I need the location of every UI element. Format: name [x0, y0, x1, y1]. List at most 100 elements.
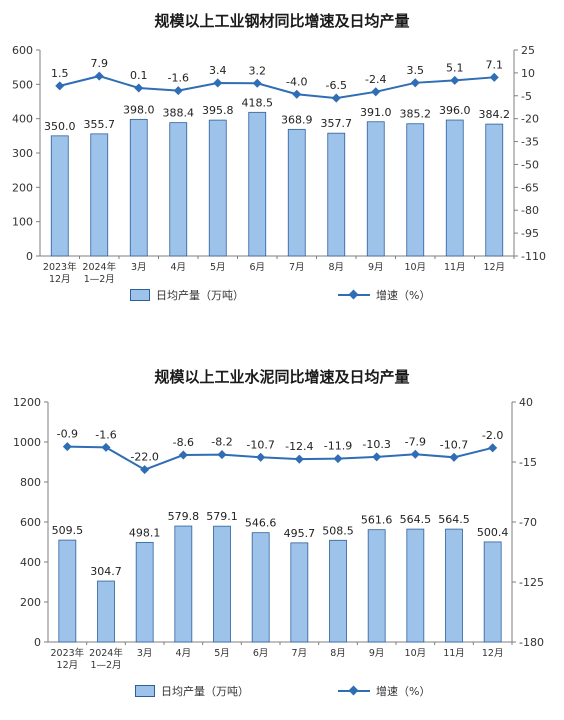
y-tick-label-right: 10	[521, 67, 535, 80]
legend-item-bar: 日均产量（万吨）	[135, 683, 249, 699]
x-tick-label: 9月	[368, 262, 384, 273]
y-tick-label-left: 600	[20, 516, 41, 529]
growth-value-label: 3.4	[209, 64, 227, 77]
bar-value-label: 395.8	[202, 104, 234, 117]
x-tick-label: 7月	[292, 648, 308, 659]
growth-value-label: 0.1	[130, 69, 148, 82]
x-tick-label: 5月	[214, 648, 230, 659]
growth-point	[134, 83, 144, 93]
y-tick-label-right: -20	[521, 113, 539, 126]
y-tick-label-left: 200	[20, 596, 41, 609]
x-tick-label: 2023年	[50, 647, 84, 659]
bar	[50, 135, 69, 257]
y-tick-label-right: -70	[519, 516, 537, 529]
growth-value-label: -10.3	[362, 438, 390, 451]
bar-value-label: 508.5	[322, 524, 354, 537]
growth-value-label: -1.6	[95, 428, 116, 441]
growth-point	[410, 78, 420, 88]
y-tick-label-left: 300	[12, 147, 33, 160]
bar	[406, 528, 425, 643]
bar-value-label: 398.0	[123, 103, 155, 116]
steel-chart-plot: 0 100 200 300 400 500 600 25 10 -5 -20 -35 -50 -65 -80…	[12, 44, 546, 285]
bar	[485, 123, 504, 257]
bar	[174, 525, 193, 643]
bar-value-label: 498.1	[129, 526, 161, 539]
y-tick-label-left: 600	[12, 44, 33, 57]
x-tick-label: 10月	[405, 648, 427, 659]
bar	[367, 529, 386, 643]
growth-value-label: 3.5	[407, 64, 425, 77]
x-tick-label: 3月	[137, 648, 153, 659]
y-tick-label-right: -15	[519, 456, 537, 469]
x-tick-label: 12月	[483, 262, 505, 273]
x-tick-label: 10月	[404, 262, 426, 273]
bar-value-label: 391.0	[360, 106, 392, 119]
bar-value-label: 384.2	[479, 108, 511, 121]
bar	[213, 525, 231, 643]
bar-value-label: 495.7	[284, 527, 316, 540]
y-tick-label-right: -125	[519, 576, 544, 589]
bar	[287, 128, 306, 257]
y-tick-label-right: -65	[521, 181, 539, 194]
chart-title: 规模以上工业水泥同比增速及日均产量	[154, 368, 410, 386]
bar	[366, 121, 385, 257]
growth-value-label: 1.5	[51, 67, 69, 80]
y-tick-label-right: -110	[521, 250, 546, 263]
bar-value-label: 355.7	[84, 118, 116, 131]
legend-line-label: 增速（%）	[376, 685, 431, 698]
growth-value-label: -4.0	[286, 75, 307, 88]
bar-value-label: 368.9	[281, 113, 313, 126]
growth-value-label: -10.7	[440, 438, 468, 451]
growth-value-label: -8.2	[211, 436, 232, 449]
bar-value-label: 564.5	[438, 513, 470, 526]
bar	[406, 123, 425, 257]
growth-point	[372, 452, 382, 462]
growth-point	[55, 81, 65, 91]
x-tick-label: 3月	[131, 262, 147, 273]
legend-line-swatch	[338, 686, 370, 696]
bar-value-label: 418.5	[242, 96, 274, 109]
y-tick-label-right: -80	[521, 204, 539, 217]
legend-item-bar: 日均产量（万吨）	[130, 287, 244, 303]
y-tick-label-left: 800	[20, 476, 41, 489]
x-tick-label: 11月	[443, 648, 465, 659]
x-tick-label: 6月	[249, 262, 265, 273]
growth-point	[371, 87, 381, 97]
legend-item-line: 增速（%）	[338, 683, 430, 699]
bar	[97, 580, 115, 643]
bar	[483, 541, 502, 643]
growth-value-label: -6.5	[326, 79, 347, 92]
bar-value-label: 579.1	[206, 510, 238, 523]
x-tick-label: 1—2月	[90, 660, 121, 671]
bar-value-label: 357.7	[321, 117, 353, 130]
y-tick-label-left: 400	[12, 113, 33, 126]
y-tick-label-left: 1000	[13, 436, 41, 449]
bar	[169, 122, 188, 257]
x-tick-label: 9月	[369, 648, 385, 659]
bar	[90, 133, 109, 257]
bar	[208, 119, 227, 257]
growth-point	[489, 72, 499, 82]
x-tick-label: 12月	[49, 274, 71, 285]
x-tick-label: 11月	[444, 262, 466, 273]
bar	[329, 539, 347, 643]
y-tick-label-right: -50	[521, 158, 539, 171]
growth-value-label: -22.0	[130, 451, 158, 464]
bar-value-label: 388.4	[163, 107, 195, 120]
legend-bar-swatch	[135, 685, 155, 697]
growth-value-label: -8.6	[173, 436, 194, 449]
growth-point	[449, 452, 459, 462]
bar-value-label: 546.6	[245, 517, 277, 530]
growth-value-label: -12.4	[285, 440, 313, 453]
growth-point	[294, 454, 304, 464]
y-tick-label-left: 400	[20, 556, 41, 569]
bar	[290, 542, 309, 643]
growth-value-label: 7.9	[91, 57, 109, 70]
x-tick-label: 2024年	[82, 261, 116, 273]
growth-point	[256, 452, 266, 462]
x-tick-label: 6月	[253, 648, 269, 659]
bar-value-label: 304.7	[90, 565, 122, 578]
growth-value-label: 7.1	[486, 58, 504, 71]
growth-value-label: 5.1	[446, 61, 464, 74]
growth-value-label: 3.2	[249, 64, 267, 77]
